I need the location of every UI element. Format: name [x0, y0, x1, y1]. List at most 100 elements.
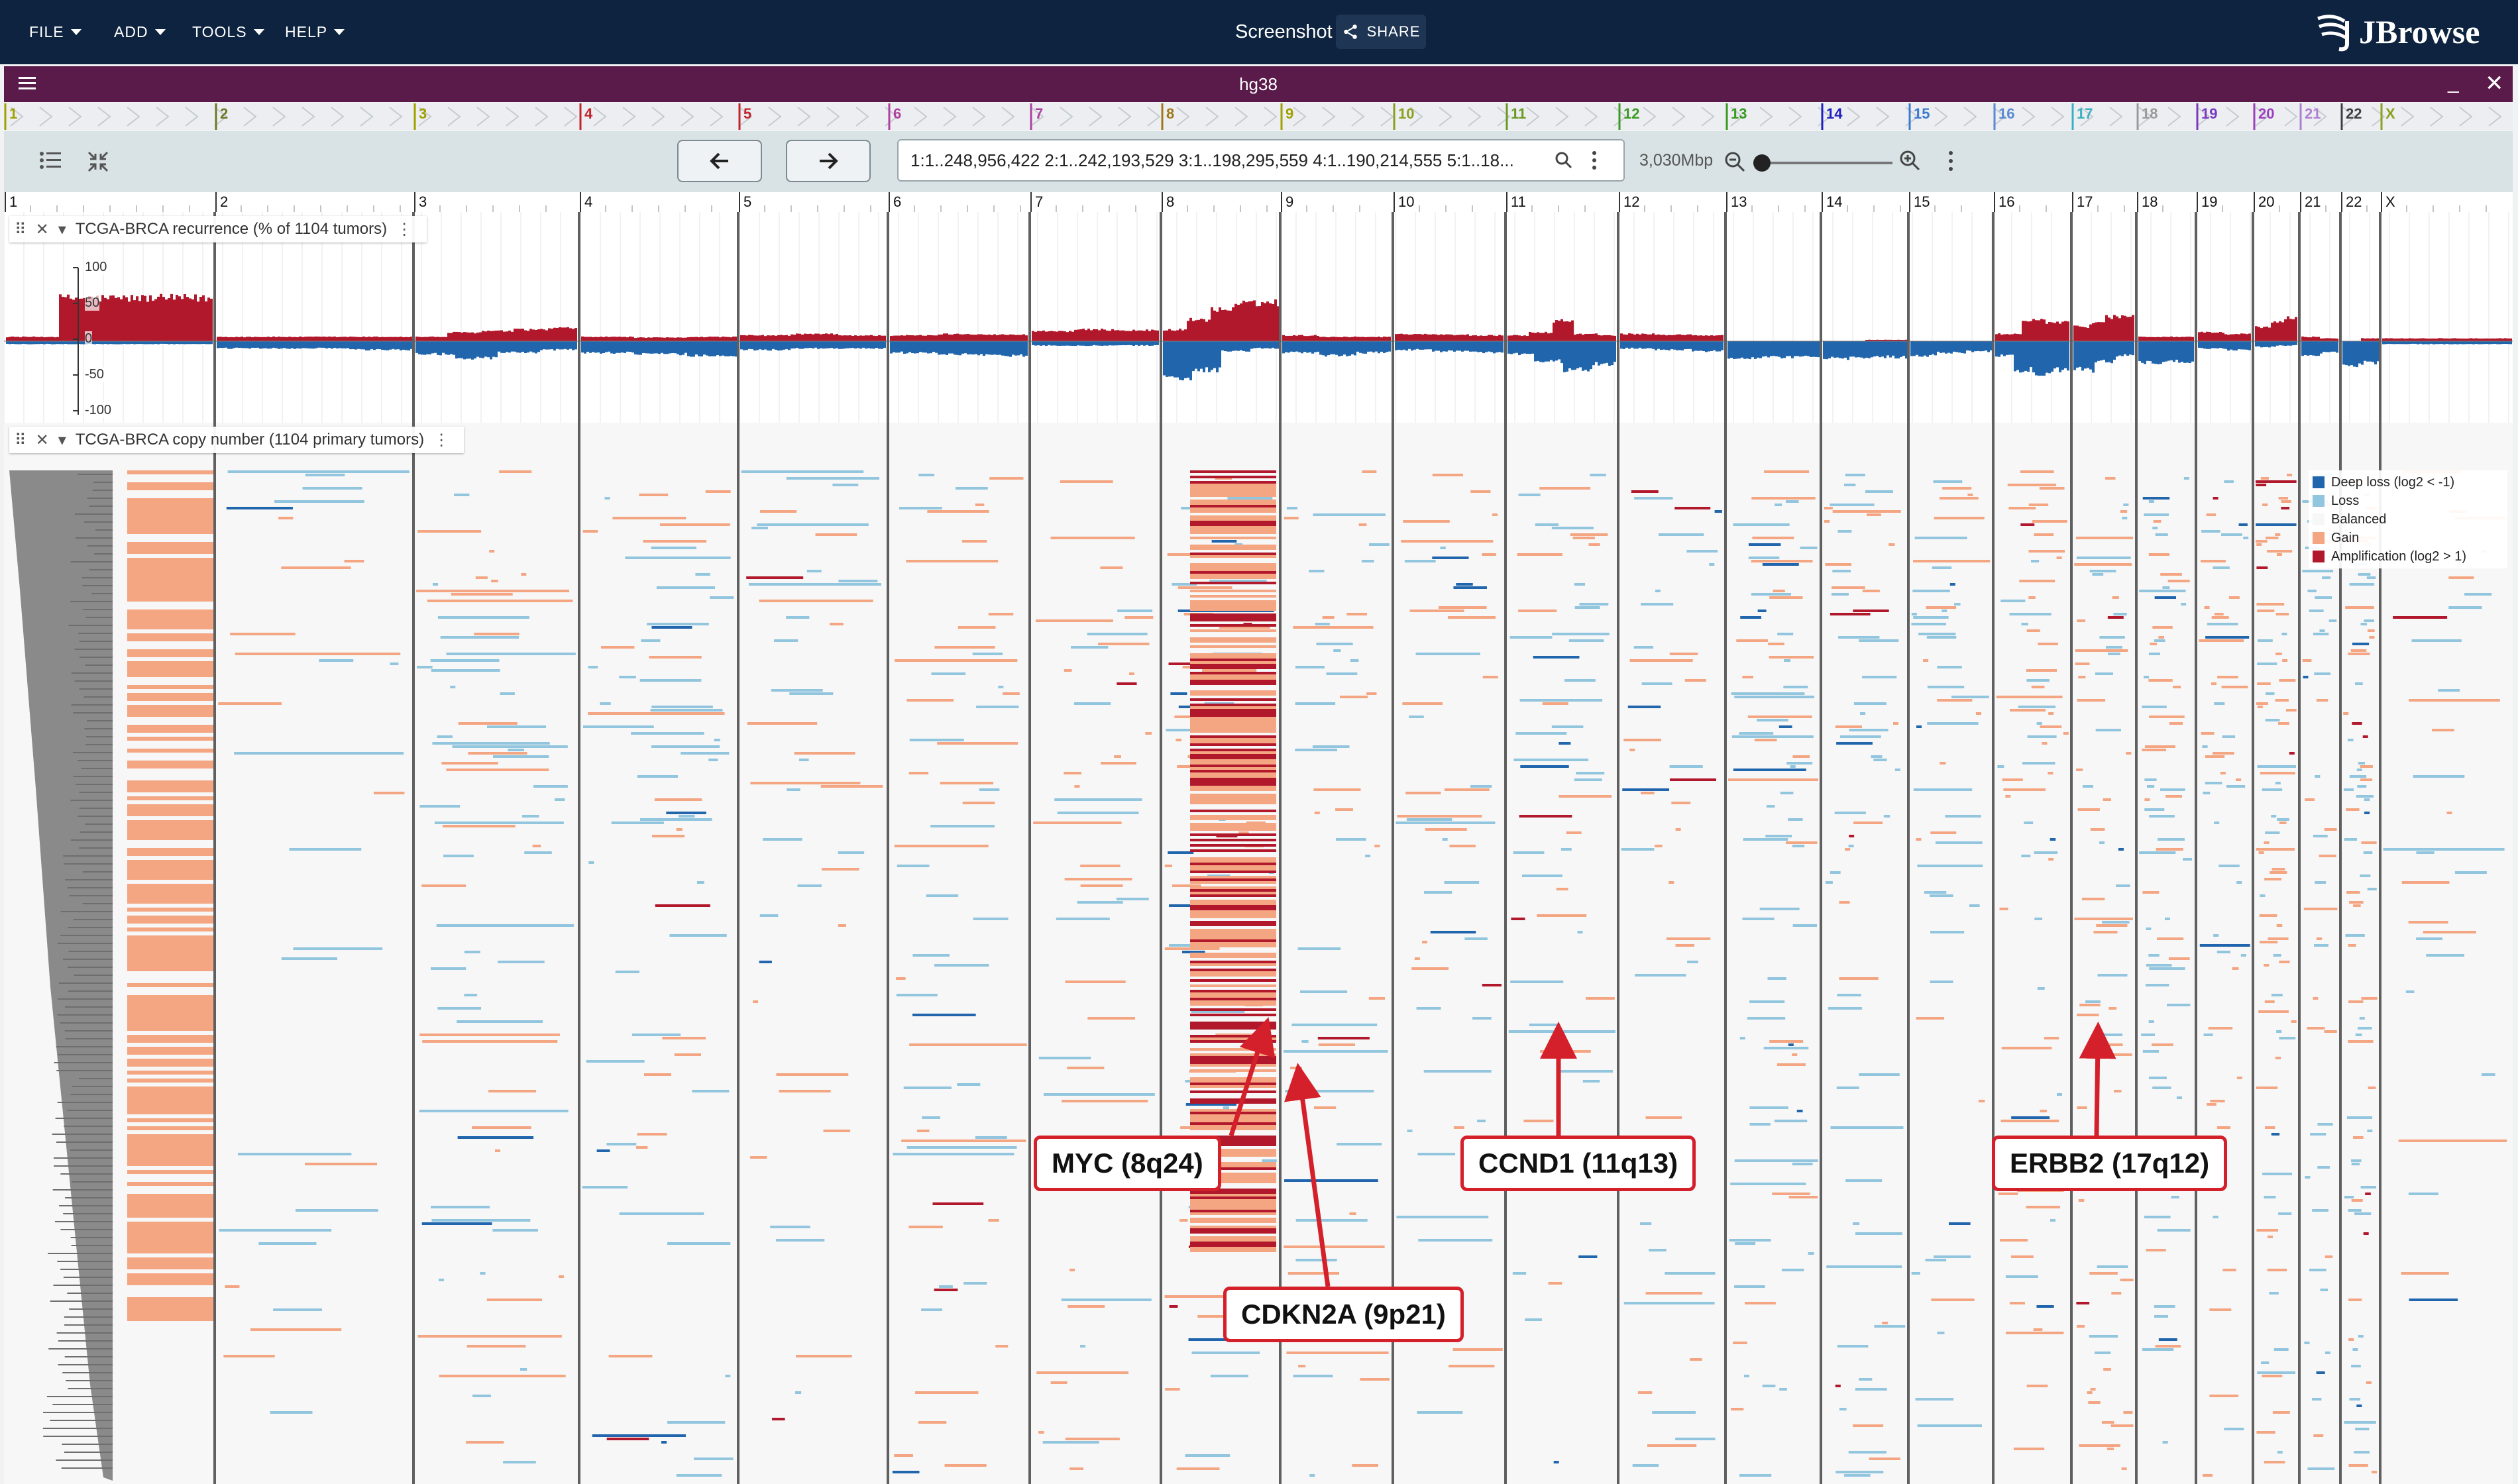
ruler-chrom-label: 1: [9, 193, 18, 210]
overview-scalebar[interactable]: 1 2 3 4 5 6 7 8 9 10 11 12 13 14 15 16 17 18 19 20 21 22 X: [4, 103, 2513, 130]
help-menu[interactable]: HELP: [285, 19, 345, 45]
pan-left-button[interactable]: [677, 140, 762, 182]
view-options-icon[interactable]: [1947, 150, 1955, 172]
legend-label: Gain: [2331, 530, 2360, 545]
legend-swatch: [2313, 551, 2325, 562]
annotation-erbb2: ERBB2 (17q12): [1992, 1136, 2228, 1191]
ruler-chrom-label: 4: [584, 193, 593, 210]
annotation-myc: MYC (8q24): [1034, 1136, 1221, 1191]
location-menu-icon[interactable]: [1590, 150, 1598, 171]
ruler-chrom-label: 9: [1286, 193, 1294, 210]
legend-label: Deep loss (log2 < -1): [2331, 474, 2455, 490]
file-menu[interactable]: FILE: [29, 19, 82, 45]
track-selector-icon[interactable]: [38, 150, 62, 171]
recurrence-track-title: TCGA-BRCA recurrence (% of 1104 tumors): [75, 220, 388, 238]
add-menu-label: ADD: [114, 23, 148, 40]
overview-chrom-label: 7: [1035, 105, 1044, 122]
track-menu-icon[interactable]: ⋮: [396, 220, 413, 238]
add-menu[interactable]: ADD: [114, 19, 166, 45]
overview-chrom-label: 13: [1731, 105, 1747, 122]
annotation-cdkn2a: CDKN2A (9p21): [1223, 1287, 1464, 1342]
view-toolbar: 1:1..248,956,422 2:1..242,193,529 3:1..1…: [4, 131, 2513, 192]
file-menu-label: FILE: [29, 23, 64, 40]
share-icon: [1343, 25, 1357, 39]
ruler-chrom-label: 12: [1623, 193, 1640, 210]
ruler-chrom-label: 16: [1998, 193, 2015, 210]
legend-label: Loss: [2331, 493, 2360, 508]
help-menu-label: HELP: [285, 23, 328, 40]
zoom-slider-thumb[interactable]: [1753, 154, 1771, 172]
chevron-down-icon: [334, 28, 345, 35]
track-menu-icon[interactable]: ⋮: [433, 431, 450, 449]
collapse-icon[interactable]: [86, 150, 110, 174]
legend-item: Gain: [2313, 529, 2503, 547]
session-name[interactable]: Screenshot: [1235, 21, 1333, 42]
overview-chrom-label: 21: [2305, 105, 2321, 122]
close-icon[interactable]: ✕: [35, 220, 49, 238]
minimize-icon[interactable]: _: [2448, 72, 2459, 93]
view-header: hg38 _ ✕: [4, 66, 2513, 102]
ruler-chrom-label: 7: [1035, 193, 1044, 210]
overview-chrom-label: 8: [1166, 105, 1175, 122]
tools-menu[interactable]: TOOLS: [192, 19, 264, 45]
copy-number-track-label[interactable]: ⠿ ✕ ▾ TCGA-BRCA copy number (1104 primar…: [9, 427, 465, 453]
pan-right-button[interactable]: [786, 140, 871, 182]
overview-chrom-label: 14: [1826, 105, 1843, 122]
y-tick-label: 100: [85, 260, 107, 275]
y-tick-label: 50: [85, 295, 100, 311]
zoom-slider[interactable]: [1753, 162, 1892, 164]
location-search-input[interactable]: 1:1..248,956,422 2:1..242,193,529 3:1..1…: [897, 139, 1625, 182]
y-tick-label: -50: [85, 367, 104, 382]
copy-number-legend: Deep loss (log2 < -1) Loss Balanced Gain…: [2309, 470, 2507, 568]
share-label: SHARE: [1366, 23, 1421, 40]
drag-handle-icon[interactable]: ⠿: [15, 431, 27, 449]
chevron-down-icon[interactable]: ▾: [58, 431, 66, 449]
overview-chrom-label: 3: [419, 105, 427, 122]
jbrowse-logo-icon: [2317, 15, 2349, 52]
jbrowse-logo: JBrowse: [2313, 12, 2480, 52]
overview-chrom-label: 20: [2258, 105, 2275, 122]
view-menu-icon[interactable]: [17, 74, 37, 93]
overview-chrom-label: 9: [1286, 105, 1294, 122]
ruler-chrom-label: 15: [1914, 193, 1930, 210]
view-title: hg38: [1239, 74, 1278, 94]
ruler-chrom-label: 18: [2142, 193, 2158, 210]
logo-text: JBrowse: [2359, 13, 2480, 50]
ruler-chrom-label: 20: [2258, 193, 2275, 210]
ruler-chrom-label: 21: [2305, 193, 2321, 210]
bp-per-view-label: 3,030Mbp: [1639, 151, 1714, 170]
overview-chrom-label: 4: [584, 105, 593, 122]
ruler-chrom-label: 22: [2346, 193, 2362, 210]
recurrence-track-label[interactable]: ⠿ ✕ ▾ TCGA-BRCA recurrence (% of 1104 tu…: [9, 216, 427, 242]
close-icon[interactable]: ✕: [35, 431, 49, 449]
annotation-ccnd1: CCND1 (11q13): [1460, 1136, 1696, 1191]
chevron-down-icon[interactable]: ▾: [58, 220, 66, 238]
share-button[interactable]: SHARE: [1336, 15, 1426, 49]
legend-swatch: [2313, 476, 2325, 488]
zoom-in-icon[interactable]: [1899, 150, 1922, 172]
ruler-chrom-label: 17: [2077, 193, 2093, 210]
overview-chrom-label: 17: [2077, 105, 2093, 122]
chevron-down-icon: [253, 28, 264, 35]
overview-chrom-label: 2: [220, 105, 229, 122]
legend-item: Deep loss (log2 < -1): [2313, 473, 2503, 492]
overview-chrom-label: 11: [1511, 105, 1527, 122]
close-icon[interactable]: ✕: [2485, 71, 2504, 96]
arrow-right-icon: [820, 152, 838, 170]
overview-chrom-label: 18: [2142, 105, 2158, 122]
overview-chrom-label: 5: [743, 105, 752, 122]
ruler-chrom-label: 10: [1398, 193, 1415, 210]
drag-handle-icon[interactable]: ⠿: [15, 220, 27, 238]
y-tick-label: 0: [85, 331, 93, 346]
overview-chrom-label: X: [2385, 105, 2395, 122]
overview-chrom-label: 15: [1914, 105, 1930, 122]
legend-label: Amplification (log2 > 1): [2331, 549, 2466, 564]
search-icon[interactable]: [1555, 151, 1573, 170]
overview-chrom-label: 22: [2346, 105, 2362, 122]
app-bar: FILE ADD TOOLS HELP Screenshot SHARE JBr…: [0, 0, 2518, 64]
legend-swatch: [2313, 532, 2325, 544]
ruler-chrom-label: 5: [743, 193, 752, 210]
ruler-chrom-label: 2: [220, 193, 229, 210]
overview-chrom-label: 6: [893, 105, 902, 122]
zoom-out-icon[interactable]: [1724, 151, 1747, 174]
